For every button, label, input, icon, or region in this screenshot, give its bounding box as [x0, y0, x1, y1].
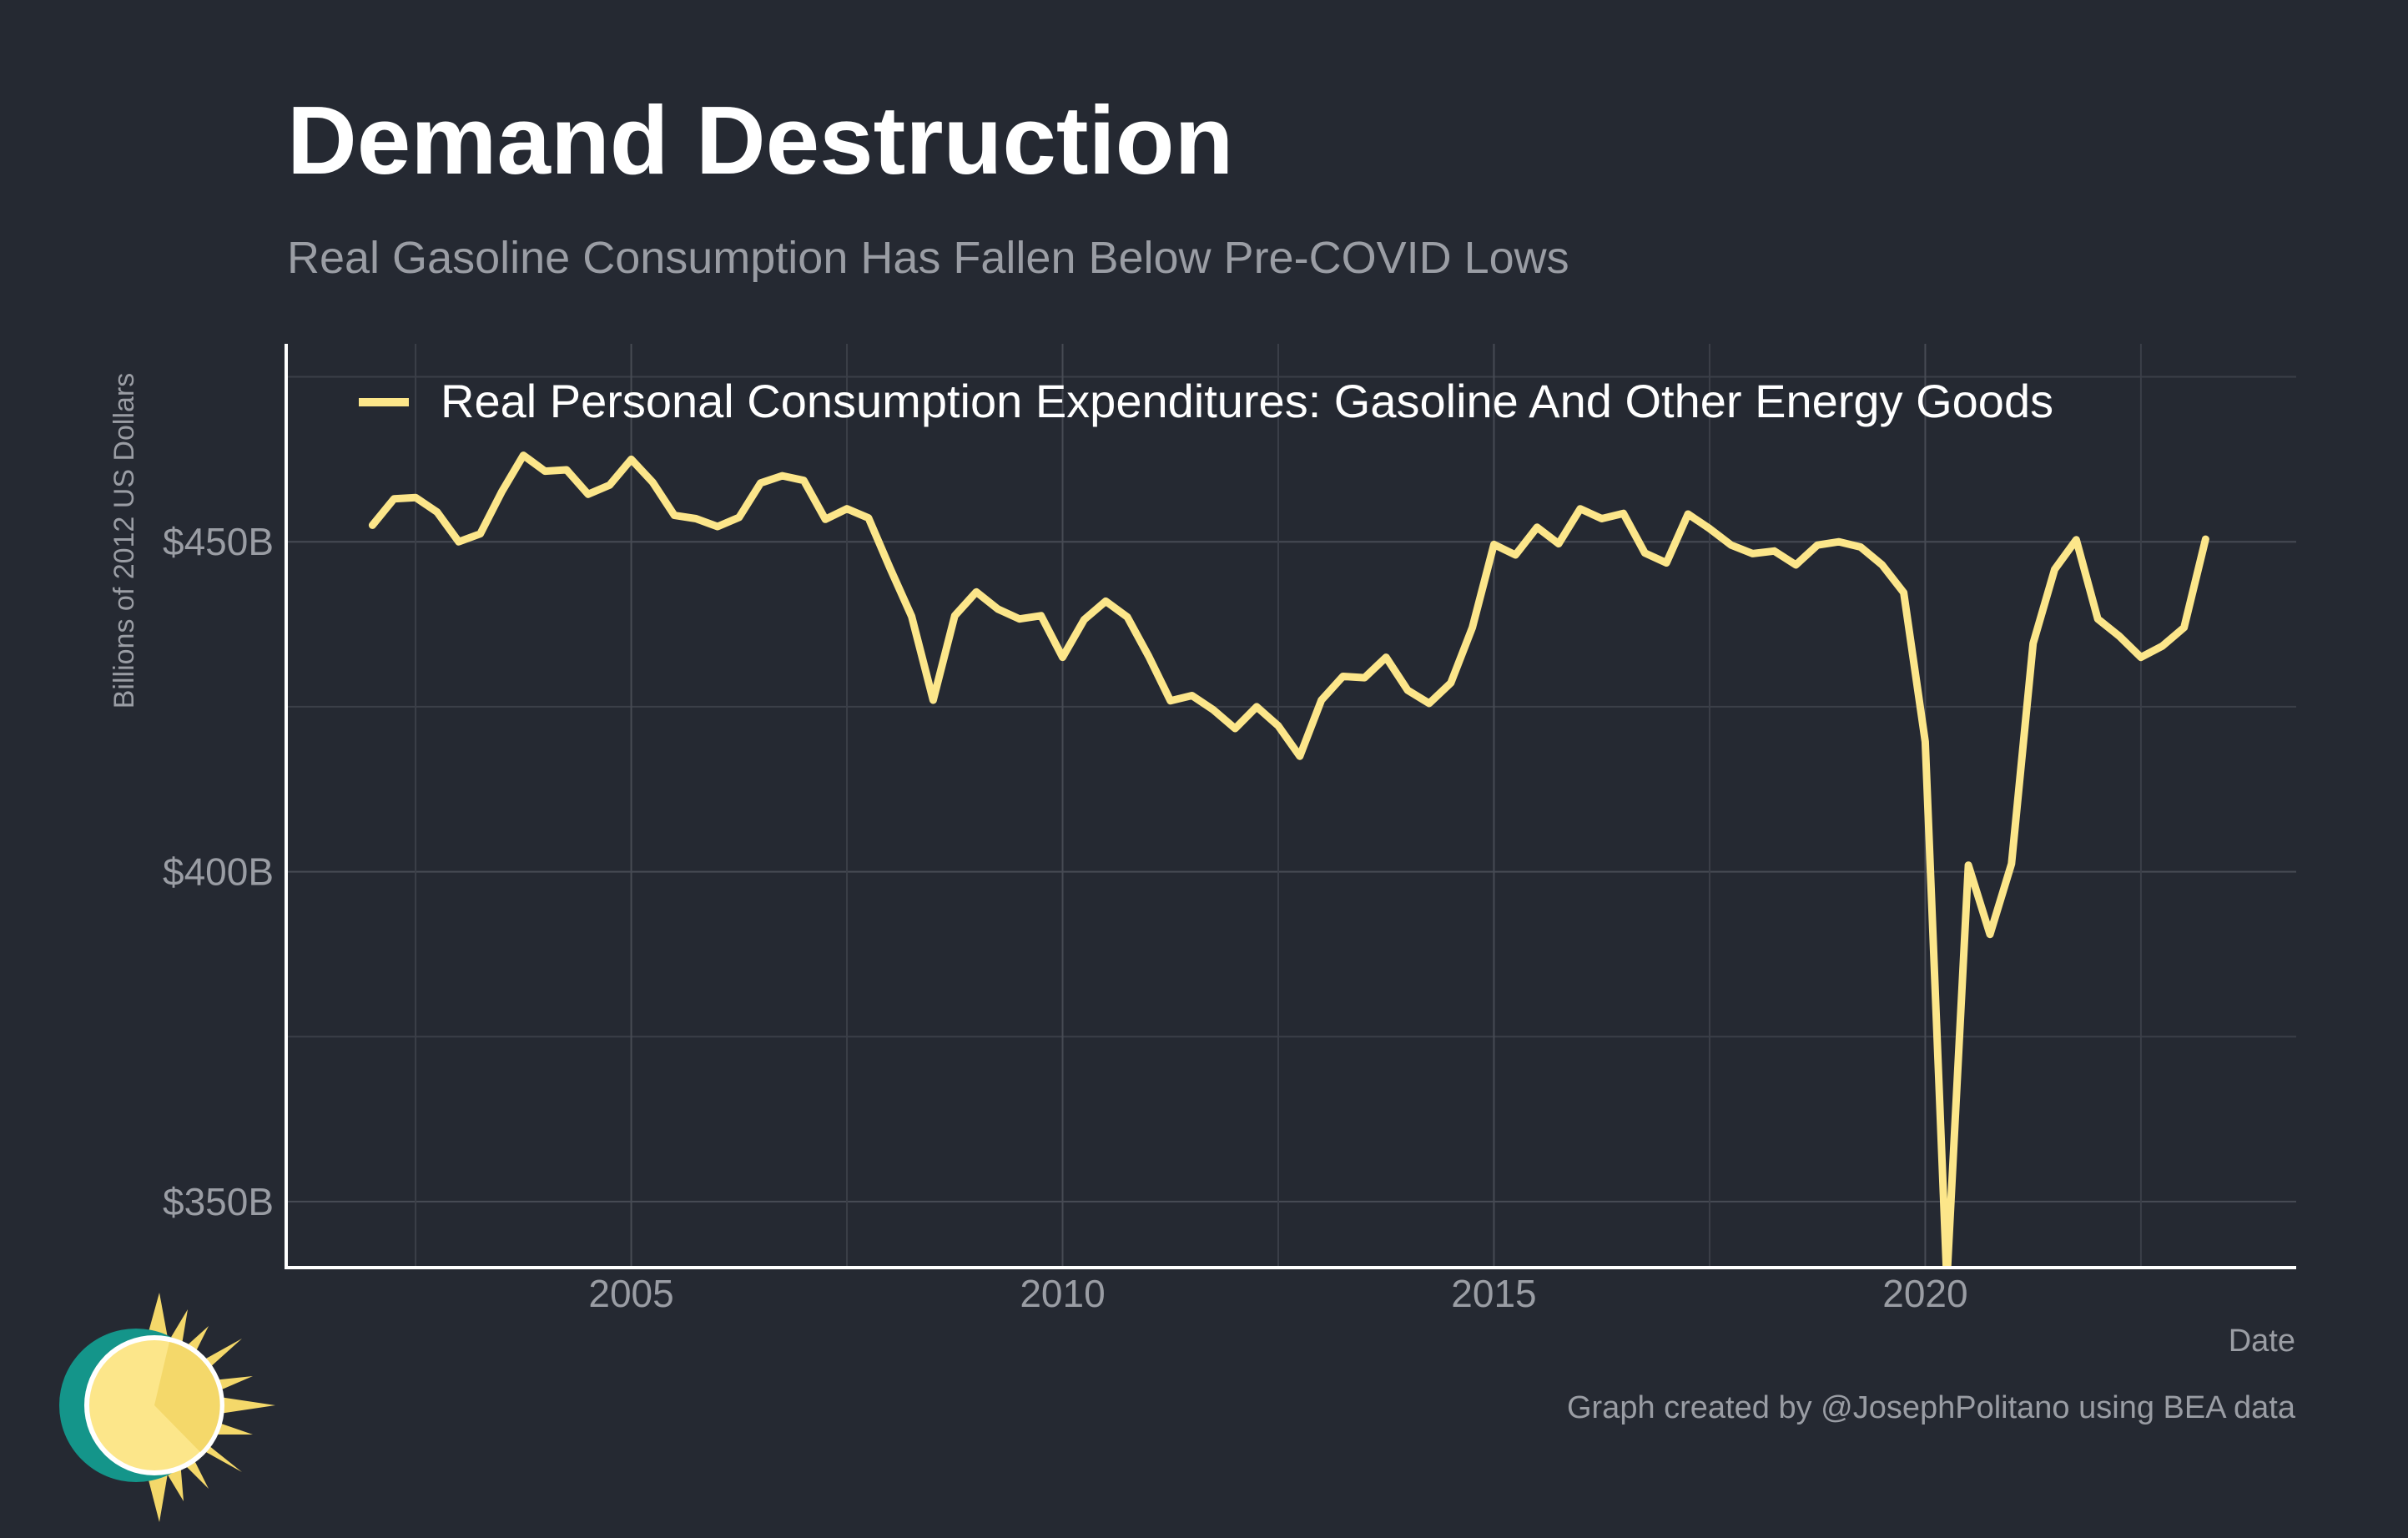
- series-layer: [368, 451, 2209, 1266]
- x-axis-title: Date: [2228, 1324, 2295, 1359]
- legend-label: Real Personal Consumption Expenditures: …: [441, 375, 2053, 427]
- x-tick-label: 2005: [588, 1272, 673, 1315]
- chart-subtitle: Real Gasoline Consumption Has Fallen Bel…: [287, 233, 1569, 283]
- x-tick-label: 2010: [1020, 1272, 1105, 1315]
- y-tick-label: $450B: [163, 520, 274, 563]
- y-tick-label: $350B: [163, 1180, 274, 1223]
- x-tick-label: 2020: [1882, 1272, 1967, 1315]
- series-line: [368, 451, 2209, 1266]
- sun-logo-icon: [59, 1293, 275, 1522]
- y-tick-label: $400B: [163, 850, 274, 894]
- axis-layer: [285, 344, 2296, 1269]
- y-axis-title: Billions of 2012 US Dollars: [108, 373, 140, 709]
- chart-title: Demand Destruction: [287, 86, 1234, 194]
- source-caption: Graph created by @JosephPolitano using B…: [1566, 1390, 2295, 1425]
- legend: Real Personal Consumption Expenditures: …: [359, 375, 2053, 427]
- tick-layer: $350B $400B $450B 2005 2010 2015 2020: [163, 520, 1968, 1315]
- x-tick-label: 2015: [1451, 1272, 1536, 1315]
- grid-layer: [286, 344, 2296, 1268]
